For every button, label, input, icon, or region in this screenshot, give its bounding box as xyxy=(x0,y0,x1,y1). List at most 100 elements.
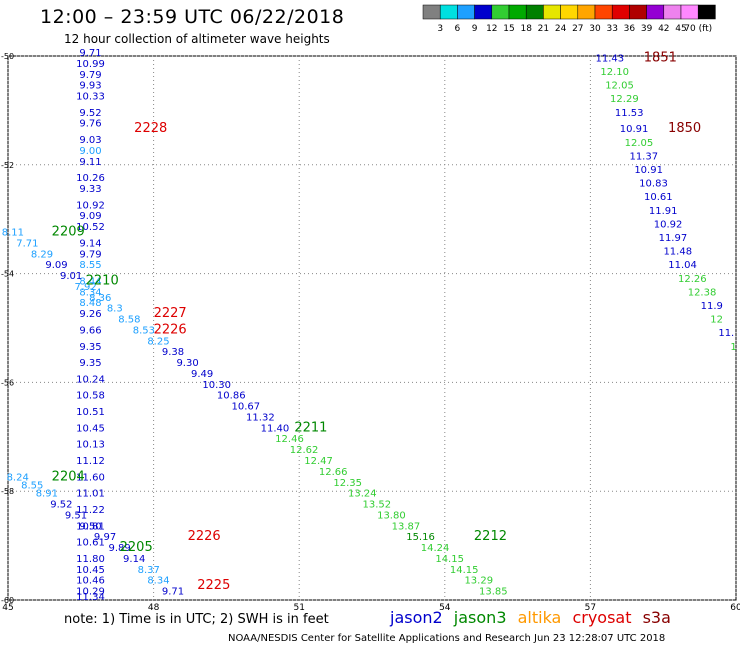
swh-value: 11.12 xyxy=(76,456,105,467)
swh-value: 11.34 xyxy=(76,592,105,603)
y-tick-label: -60 xyxy=(1,596,14,605)
swh-value: 11.22 xyxy=(76,505,105,516)
swh-value: 13.87 xyxy=(392,521,421,532)
swh-value: 13.52 xyxy=(363,500,392,511)
swh-value: 9.11 xyxy=(79,157,101,168)
swh-value: 9.49 xyxy=(191,369,213,380)
swh-value: 11.43 xyxy=(595,53,624,64)
swh-value: 9.35 xyxy=(79,358,101,369)
legend-label: 45 xyxy=(675,24,686,34)
swh-value: 10.91 xyxy=(620,124,649,135)
swh-value: 8.91 xyxy=(36,489,58,500)
legend-label: 18 xyxy=(520,24,532,34)
pass-label: 2226 xyxy=(188,529,221,544)
swh-value: 10.51 xyxy=(76,407,105,418)
pass-label: 2226 xyxy=(154,322,187,337)
swh-value: 9.76 xyxy=(79,119,101,130)
legend-label: 15 xyxy=(503,24,514,34)
y-tick-label: -50 xyxy=(1,52,14,61)
swh-value: 12.46 xyxy=(275,434,304,445)
swh-value: 12.47 xyxy=(304,456,333,467)
swh-value: 10.30 xyxy=(202,380,231,391)
swh-value: 10.45 xyxy=(76,423,105,434)
swh-value: 10.83 xyxy=(639,179,668,190)
swh-value: 9.79 xyxy=(79,70,101,81)
x-tick-label: 54 xyxy=(439,603,451,613)
swh-value: 12 xyxy=(710,315,723,326)
y-tick-label: -52 xyxy=(1,161,14,170)
page-subtitle: 12 hour collection of altimeter wave hei… xyxy=(64,32,330,46)
swh-value: 11.9 xyxy=(701,301,723,312)
swh-value: 10.92 xyxy=(654,219,683,230)
swh-value: 10.86 xyxy=(217,391,246,402)
satellite-legend: jason2 jason3 altika cryosat s3a xyxy=(390,608,677,627)
swh-value: 10.29 xyxy=(76,587,105,598)
swh-value: 8.55 xyxy=(79,260,101,271)
legend-label: 30 xyxy=(589,24,601,34)
swh-value: 13.24 xyxy=(348,489,377,500)
swh-value: 10.99 xyxy=(76,59,105,70)
sat-s3a: s3a xyxy=(642,608,671,627)
legend-label: 39 xyxy=(641,24,653,34)
swh-value: 10.61 xyxy=(644,192,673,203)
pass-label: 2210 xyxy=(86,273,119,288)
swh-value: 8.3 xyxy=(107,304,123,315)
swh-value: 8.36 xyxy=(89,293,111,304)
swh-value: 9.38 xyxy=(162,347,184,358)
swh-value: 10.52 xyxy=(76,222,105,233)
swh-value: 13.80 xyxy=(377,510,406,521)
legend-label: 6 xyxy=(455,24,461,34)
swh-value: 9.35 xyxy=(79,342,101,353)
swh-value: 8.34 xyxy=(147,576,169,587)
swh-value: 8.34 xyxy=(79,287,101,298)
swh-value: 11.91 xyxy=(649,206,678,217)
swh-value: 9.33 xyxy=(79,184,101,195)
swh-value: 10.13 xyxy=(76,440,105,451)
swh-value: 10.46 xyxy=(76,576,105,587)
pass-label: 2205 xyxy=(120,540,153,555)
sat-jason2: jason2 xyxy=(390,608,443,627)
swh-value: 7.92 xyxy=(75,282,97,293)
swh-value: 15.16 xyxy=(406,532,435,543)
swh-value: 14.15 xyxy=(450,565,479,576)
legend-swatch xyxy=(697,4,716,20)
swh-value: 8.55 xyxy=(21,480,43,491)
swh-value: 9.03 xyxy=(79,135,101,146)
legend-label: 12 xyxy=(486,24,497,34)
swh-value: 11.40 xyxy=(261,423,290,434)
swh-value: 8.11 xyxy=(2,228,24,239)
pass-label: 2228 xyxy=(134,121,167,136)
swh-value: 9.09 xyxy=(45,260,67,271)
swh-value: 10.92 xyxy=(76,200,105,211)
swh-value: 9.50 xyxy=(79,521,101,532)
swh-value: 9.52 xyxy=(79,108,101,119)
swh-value: 12.26 xyxy=(678,274,707,285)
page-title: 12:00 – 23:59 UTC 06/22/2018 xyxy=(40,6,345,28)
swh-value: 9.79 xyxy=(79,249,101,260)
swh-value: 8.29 xyxy=(31,249,53,260)
pass-label: 2209 xyxy=(52,225,85,240)
sat-jason3: jason3 xyxy=(453,608,507,627)
swh-value: 11.48 xyxy=(663,247,692,258)
sat-altika: altika xyxy=(517,608,562,627)
swh-value: 9.52 xyxy=(50,500,72,511)
swh-value: 10.24 xyxy=(76,374,105,385)
swh-value: 9.51 xyxy=(65,510,87,521)
swh-value: 11.01 xyxy=(76,489,105,500)
swh-value: 11.97 xyxy=(659,233,688,244)
swh-value: 12.05 xyxy=(605,81,634,92)
swh-value: 8.44 xyxy=(79,276,101,287)
swh-value: 10.67 xyxy=(231,402,260,413)
swh-value: 11.04 xyxy=(668,260,697,271)
x-tick-label: 45 xyxy=(2,603,13,613)
swh-value: 9.66 xyxy=(79,325,101,336)
swh-value: 12.66 xyxy=(319,467,348,478)
swh-value: 9.71 xyxy=(79,48,101,59)
pass-label: 1850 xyxy=(668,121,701,136)
swh-value: 11. xyxy=(718,328,734,339)
pass-label: 2227 xyxy=(154,306,187,321)
swh-value: 9.00 xyxy=(79,146,101,157)
x-tick-label: 57 xyxy=(585,603,596,613)
